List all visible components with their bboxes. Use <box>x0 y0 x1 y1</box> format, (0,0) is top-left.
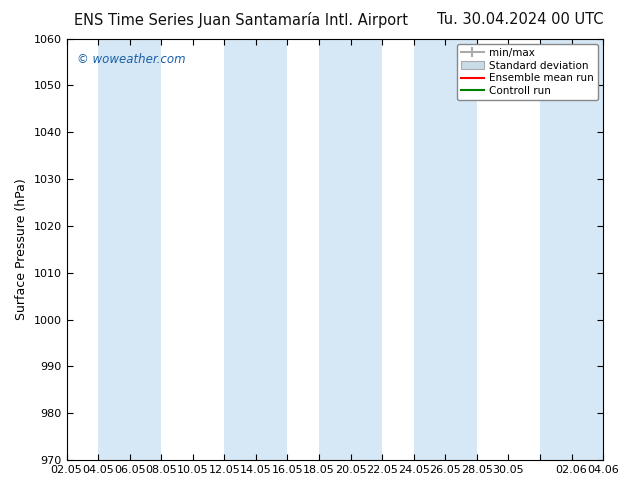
Bar <box>224 39 287 460</box>
Legend: min/max, Standard deviation, Ensemble mean run, Controll run: min/max, Standard deviation, Ensemble me… <box>456 44 598 100</box>
Bar <box>540 39 603 460</box>
Text: © woweather.com: © woweather.com <box>77 53 186 66</box>
Bar <box>98 39 161 460</box>
Text: Tu. 30.04.2024 00 UTC: Tu. 30.04.2024 00 UTC <box>437 12 603 27</box>
Bar <box>319 39 382 460</box>
Bar <box>414 39 477 460</box>
Y-axis label: Surface Pressure (hPa): Surface Pressure (hPa) <box>15 178 28 320</box>
Text: ENS Time Series Juan Santamaría Intl. Airport: ENS Time Series Juan Santamaría Intl. Ai… <box>74 12 408 28</box>
